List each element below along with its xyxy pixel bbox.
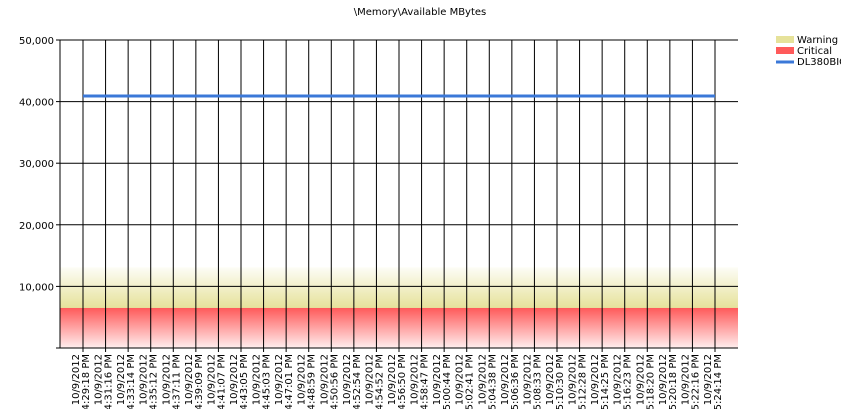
x-tick-label: 10/9/20124:41:07 PM (206, 354, 227, 409)
x-tick-label: 10/9/20124:31:16 PM (94, 354, 115, 409)
x-tick-label: 10/9/20124:52:54 PM (342, 354, 363, 409)
x-tick-label: 10/9/20124:56:50 PM (387, 354, 408, 409)
x-tick-label: 10/9/20125:08:33 PM (522, 354, 543, 409)
x-tick-label: 10/9/20125:04:38 PM (477, 354, 498, 409)
x-tick-label: 10/9/20124:45:03 PM (252, 354, 273, 409)
legend-swatch (776, 47, 794, 54)
x-tick-label: 10/9/20124:29:18 PM (71, 354, 92, 409)
x-tick-label: 10/9/20124:37:11 PM (161, 354, 182, 409)
x-tick-label: 10/9/20125:20:18 PM (658, 354, 679, 409)
legend-swatch (776, 36, 794, 43)
x-tick-label: 10/9/20124:58:47 PM (410, 354, 431, 409)
x-tick-label: 10/9/20124:43:05 PM (229, 354, 250, 409)
x-tick-label: 10/9/20124:48:59 PM (297, 354, 318, 409)
x-tick-label: 10/9/20124:50:56 PM (319, 354, 340, 409)
x-tick-label: 10/9/20125:02:41 PM (455, 354, 476, 409)
x-tick-label: 10/9/20124:33:14 PM (116, 354, 137, 409)
y-tick-label: 40,000 (19, 98, 54, 109)
x-tick-label: 10/9/20125:10:30 PM (545, 354, 566, 409)
legend-label: Critical (797, 46, 832, 57)
x-tick-label: 10/9/20125:06:36 PM (500, 354, 521, 409)
x-tick-label: 10/9/20125:14:25 PM (590, 354, 611, 409)
x-tick-label: 10/9/20125:16:23 PM (613, 354, 634, 409)
x-tick-label: 10/9/20124:39:09 PM (184, 354, 205, 409)
chart-title: \Memory\Available MBytes (354, 7, 487, 18)
legend-label: DL380BIG (797, 57, 841, 68)
x-tick-label: 10/9/20125:00:44 PM (432, 354, 453, 409)
x-tick-label: 10/9/20125:22:16 PM (680, 354, 701, 409)
x-tick-label: 10/9/20124:35:12 PM (139, 354, 160, 409)
x-tick-label: 10/9/20125:24:14 PM (703, 354, 724, 409)
legend-label: Warning (797, 35, 838, 46)
y-tick-label: 30,000 (19, 159, 54, 170)
y-tick-label: 50,000 (19, 36, 54, 47)
y-tick-label: 10,000 (19, 282, 54, 293)
x-tick-label: 10/9/20124:54:52 PM (364, 354, 385, 409)
y-tick-label: 20,000 (19, 221, 54, 232)
x-tick-label: 10/9/20125:12:28 PM (568, 354, 589, 409)
x-tick-label: 10/9/20124:47:01 PM (274, 354, 295, 409)
x-tick-label: 10/9/20125:18:20 PM (635, 354, 656, 409)
